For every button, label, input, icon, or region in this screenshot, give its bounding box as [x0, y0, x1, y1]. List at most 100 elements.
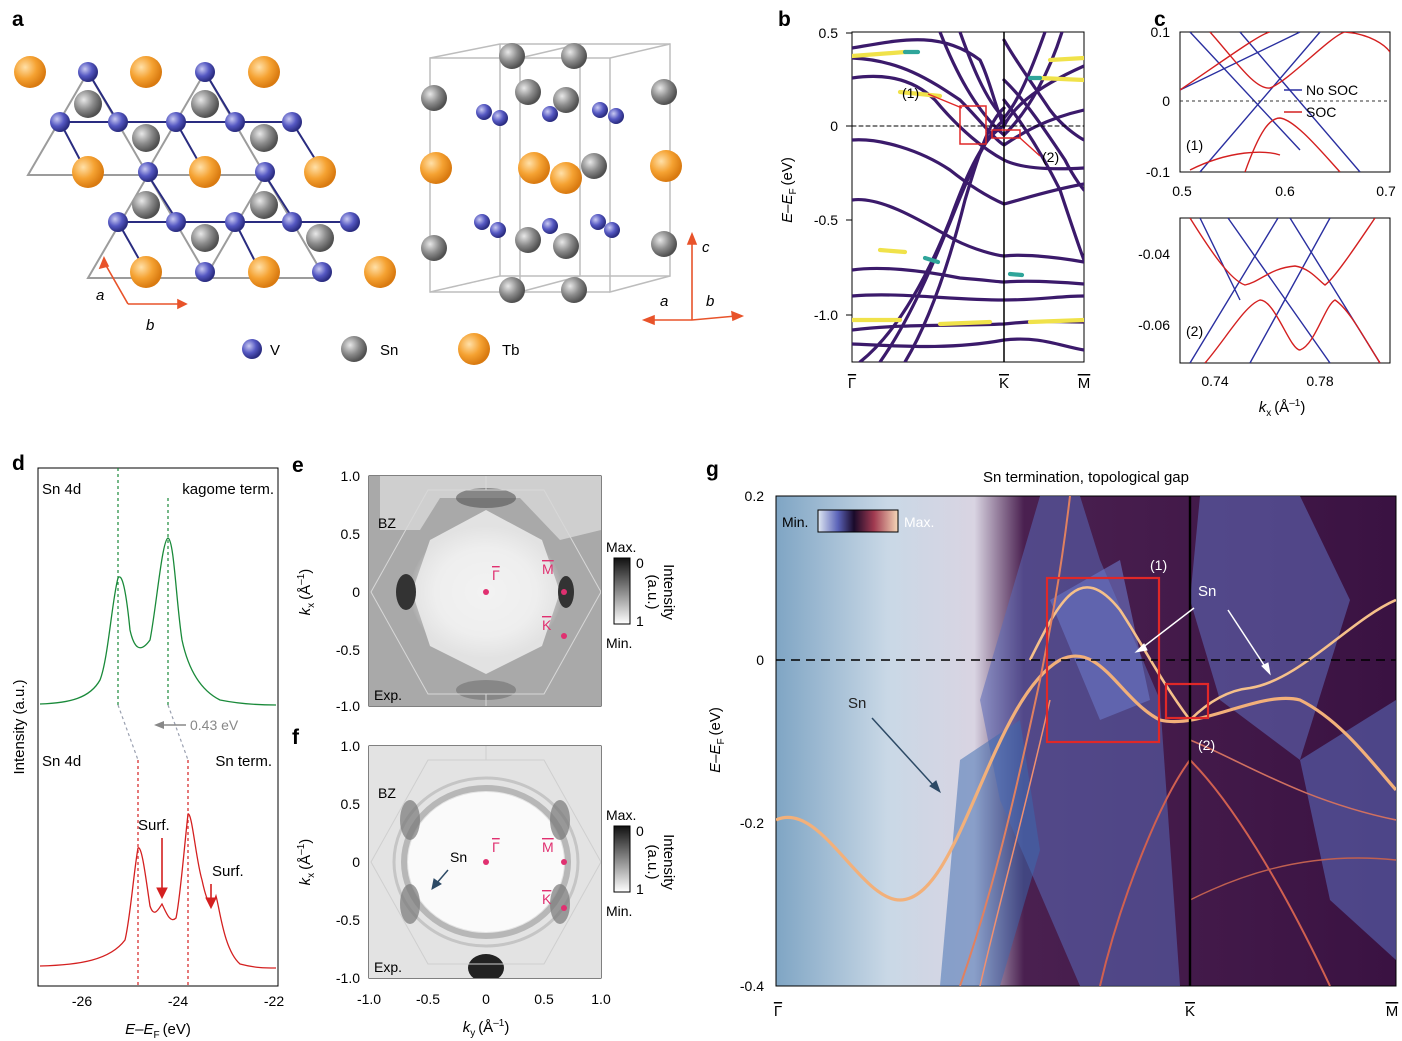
c-top-ytick-0: 0.1 [1151, 24, 1171, 40]
g-box2-label: (2) [1198, 737, 1215, 753]
f-bz: BZ [378, 785, 396, 801]
b-ytick-3: -1.0 [814, 307, 838, 323]
f-cbar-unit: (a.u.) [644, 844, 661, 879]
c-bottom-ytick-0: -0.04 [1138, 246, 1170, 262]
legend-v-swatch [242, 339, 262, 359]
f-ylabel: kx(Å–1) [296, 839, 317, 886]
f-m: M [542, 839, 554, 855]
g-xticks: Γ K M [774, 1003, 1398, 1020]
e-gamma: Γ [492, 567, 500, 583]
c-bottom-xtick-0: 0.74 [1201, 373, 1228, 389]
axis-a3d-label: a [660, 293, 668, 310]
c-legend: No SOC SOC [1284, 82, 1358, 120]
d-xtick-0: -26 [72, 993, 92, 1009]
g-sn-arrows-1 [1134, 607, 1271, 676]
panel-label-f: f [292, 726, 300, 749]
g-box1-label: (1) [1150, 557, 1167, 573]
b-box1-label: (1) [902, 85, 919, 101]
f-sn-label: Sn [450, 849, 467, 865]
e-bz: BZ [378, 515, 396, 531]
g-colorbar: Min. Max. [782, 509, 934, 533]
e-ytick-4: -1.0 [336, 698, 360, 714]
b-annotations: (1) (2) [902, 85, 1059, 165]
legend-tb-swatch [458, 333, 490, 365]
legend-sn-label: Sn [380, 342, 398, 359]
d-surf1-arrow [156, 838, 168, 900]
panel-label-d: d [12, 452, 25, 475]
b-ylabel: E–EF(eV) [779, 157, 799, 223]
panel-e: e Γ M K BZ Exp. 1.0 0.5 0 -0.5 -1.0 [292, 454, 677, 714]
c-top-ytick-2: -0.1 [1146, 164, 1170, 180]
f-hs-points [483, 859, 567, 911]
c-legend-nosoc: No SOC [1306, 82, 1358, 98]
panel-g: g Sn termination, topological gap Min. M… [706, 458, 1398, 1020]
band-structure-b [852, 32, 1084, 362]
g-title: Sn termination, topological gap [983, 469, 1189, 486]
sn-atoms-top [74, 90, 334, 252]
f-xtick-4: 1.0 [591, 991, 611, 1007]
f-exp: Exp. [374, 959, 402, 975]
b-ytick-2: -0.5 [814, 212, 838, 228]
panel-c: c No SOC SOC (1) 0.1 0 -0.1 0.5 0.6 0.7 [1138, 8, 1396, 419]
g-cbar-min: Min. [782, 514, 808, 530]
g-sn-label-0: Sn [848, 695, 866, 712]
d-guide-lines [117, 468, 189, 986]
d-kagome-spectrum [39, 537, 277, 706]
c-legend-soc: SOC [1306, 104, 1336, 120]
d-xtick-2: -22 [264, 993, 284, 1009]
g-ylabel: E–EF(eV) [707, 707, 727, 773]
e-exp: Exp. [374, 687, 402, 703]
d-ylabel: Intensity (a.u.) [11, 679, 28, 774]
atom-legend: V Sn Tb [242, 333, 520, 365]
panel-f: f Γ M K BZ Exp. Sn 1.0 0.5 0 [292, 726, 677, 1039]
g-sn-label-1: Sn [1198, 583, 1216, 600]
e-yticks: 1.0 0.5 0 -0.5 -1.0 [336, 468, 360, 714]
c-top-xticks: 0.5 0.6 0.7 [1172, 183, 1396, 199]
f-cbar-label: Intensity [660, 834, 677, 890]
axis-b3d-label: b [706, 293, 714, 310]
f-ytick-0: 1.0 [341, 738, 361, 754]
axis-b-label: b [146, 317, 154, 334]
e-cbar-max: Max. [606, 539, 636, 555]
e-k: K [542, 617, 552, 633]
legend-v-label: V [270, 342, 280, 359]
e-m: M [542, 561, 554, 577]
axis-c-label: c [702, 239, 710, 256]
c-bottom-bands [1189, 218, 1381, 363]
c-bottom-tag: (2) [1186, 323, 1203, 339]
legend-tb-label: Tb [502, 342, 520, 359]
b-tickmarks [846, 32, 852, 316]
d-surf2-label: Surf. [212, 863, 244, 880]
f-xtick-3: 0.5 [534, 991, 554, 1007]
b-xtick-k: K [999, 375, 1009, 392]
panel-label-b: b [778, 8, 791, 31]
g-yticks: 0.2 0 -0.2 -0.4 [740, 488, 764, 994]
legend-sn-swatch [341, 336, 367, 362]
f-ytick-1: 0.5 [341, 796, 361, 812]
f-yticks: 1.0 0.5 0 -0.5 -1.0 [336, 738, 360, 986]
b-ytick-1: 0 [830, 118, 838, 134]
f-ytick-2: 0 [352, 854, 360, 870]
f-colorbar: Max. Min. 0 1 Intensity (a.u.) [606, 807, 677, 919]
f-sn-arrow [431, 869, 449, 890]
e-ytick-2: 0 [352, 584, 360, 600]
g-ytick-1: 0 [756, 652, 764, 668]
f-ytick-3: -0.5 [336, 912, 360, 928]
panel-a: a a b [12, 8, 745, 365]
f-cbar-max: Max. [606, 807, 636, 823]
f-xlabel: ky (Å–1) [463, 1018, 510, 1039]
e-cbar-0: 0 [636, 555, 644, 571]
d-bot-label: Sn 4d [42, 753, 81, 770]
c-bottom-xticks: 0.74 0.78 [1201, 373, 1333, 389]
g-spectral-map [776, 496, 1396, 986]
e-ytick-0: 1.0 [341, 468, 361, 484]
g-sn-arrow-0 [871, 717, 941, 794]
panel-label-e: e [292, 454, 304, 477]
g-ytick-0: 0.2 [745, 488, 765, 504]
v-atoms-top [50, 62, 360, 282]
c-bottom-yticks: -0.04 -0.06 [1138, 246, 1170, 333]
g-ytick-3: -0.4 [740, 978, 764, 994]
c-top-bands [1180, 32, 1390, 172]
c-top-ytick-1: 0 [1162, 93, 1170, 109]
